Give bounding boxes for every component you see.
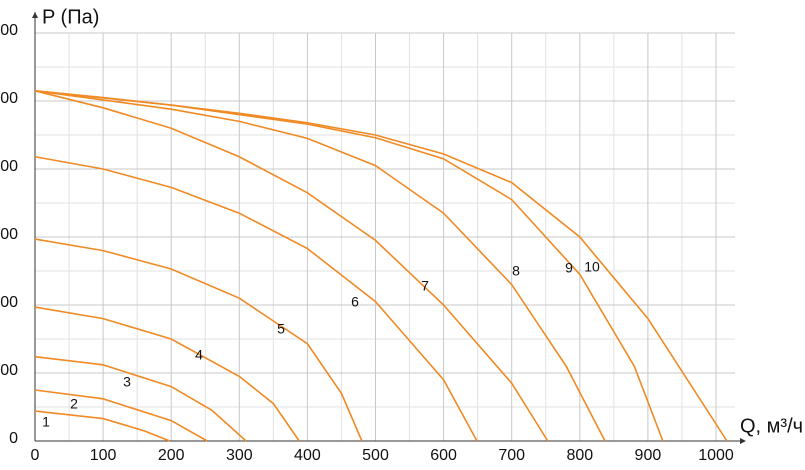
x-tick-label: 300 bbox=[226, 447, 253, 464]
curve-label: 2 bbox=[70, 396, 78, 412]
fan-curve bbox=[34, 355, 247, 442]
x-axis-arrow bbox=[740, 438, 746, 444]
x-tick-label: 700 bbox=[498, 447, 525, 464]
y-tick-label: 500 bbox=[0, 90, 18, 107]
x-tick-label: 600 bbox=[430, 447, 457, 464]
fan-curve bbox=[34, 389, 208, 442]
x-tick-label: 500 bbox=[362, 447, 389, 464]
y-tick-label: 600 bbox=[0, 22, 18, 39]
curve-label: 1 bbox=[42, 414, 50, 430]
curve-label: 7 bbox=[421, 278, 429, 294]
x-tick-label: 900 bbox=[635, 447, 662, 464]
y-tick-label: 300 bbox=[0, 226, 18, 243]
y-axis-arrow bbox=[32, 12, 38, 18]
curve-label: 9 bbox=[565, 260, 573, 276]
curve-label: 8 bbox=[512, 263, 520, 279]
x-tick-label: 100 bbox=[90, 447, 117, 464]
curve-label: 4 bbox=[195, 347, 203, 363]
y-tick-label: 200 bbox=[0, 294, 18, 311]
y-tick-label: 0 bbox=[9, 430, 18, 447]
curve-label: 3 bbox=[123, 374, 131, 390]
fan-curve bbox=[34, 155, 478, 442]
fan-curve bbox=[34, 238, 363, 442]
fan-curve bbox=[34, 410, 171, 442]
x-tick-label: 200 bbox=[158, 447, 185, 464]
y-axis-label: P (Па) bbox=[42, 6, 99, 28]
curve-label: 5 bbox=[277, 321, 285, 337]
y-tick-label: 100 bbox=[0, 362, 18, 379]
x-tick-label: 800 bbox=[566, 447, 593, 464]
fan-curve bbox=[34, 90, 549, 442]
x-tick-label: 1000 bbox=[698, 447, 734, 464]
x-tick-label: 400 bbox=[294, 447, 321, 464]
x-tick-label: 0 bbox=[31, 447, 40, 464]
x-axis-label: Q, м³/ч bbox=[740, 415, 803, 437]
fan-curve bbox=[34, 90, 664, 442]
fan-curve bbox=[34, 90, 606, 442]
curve-label: 6 bbox=[351, 294, 359, 310]
curve-label: 10 bbox=[584, 259, 600, 275]
fan-curve bbox=[34, 90, 728, 442]
fan-curve bbox=[34, 306, 300, 442]
y-tick-label: 400 bbox=[0, 158, 18, 175]
